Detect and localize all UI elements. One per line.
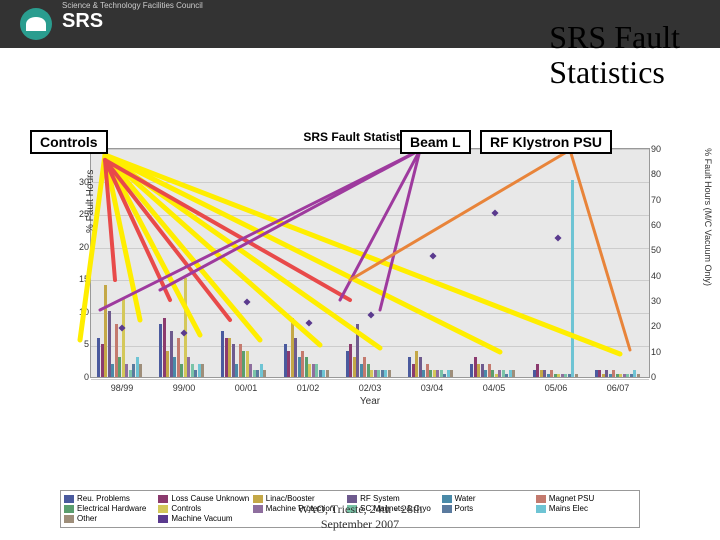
logo-text: SRS [62,10,203,33]
srs-logo-icon [20,8,52,40]
title-line2: Statistics [549,54,665,90]
chart-container: SRS Fault Statistics 05101520253035 0102… [60,130,660,450]
logo-subtitle: Science & Technology Facilities Council [62,1,203,10]
slide-title: SRS Fault Statistics [549,20,680,90]
callout-rf: RF Klystron PSU [480,130,612,154]
footer-line1: WAO, Trieste, 24th - 28th [298,502,423,516]
y-axis-right: 0102030405060708090 [651,149,679,377]
slide-footer: WAO, Trieste, 24th - 28th September 2007 [0,502,720,532]
y-label-right: % Fault Hours (M/C Vacuum Only) [703,148,713,286]
title-line1: SRS Fault [549,19,680,55]
chart-plot: 05101520253035 0102030405060708090 % Fau… [90,148,650,378]
footer-line2: September 2007 [321,517,399,531]
callout-controls: Controls [30,130,108,154]
x-label: Year [91,396,649,407]
callout-beam: Beam L [400,130,471,154]
y-label-left: % Fault Hours [85,170,96,233]
x-axis: 98/9999/0000/0101/0202/0303/0404/0505/06… [91,383,649,393]
